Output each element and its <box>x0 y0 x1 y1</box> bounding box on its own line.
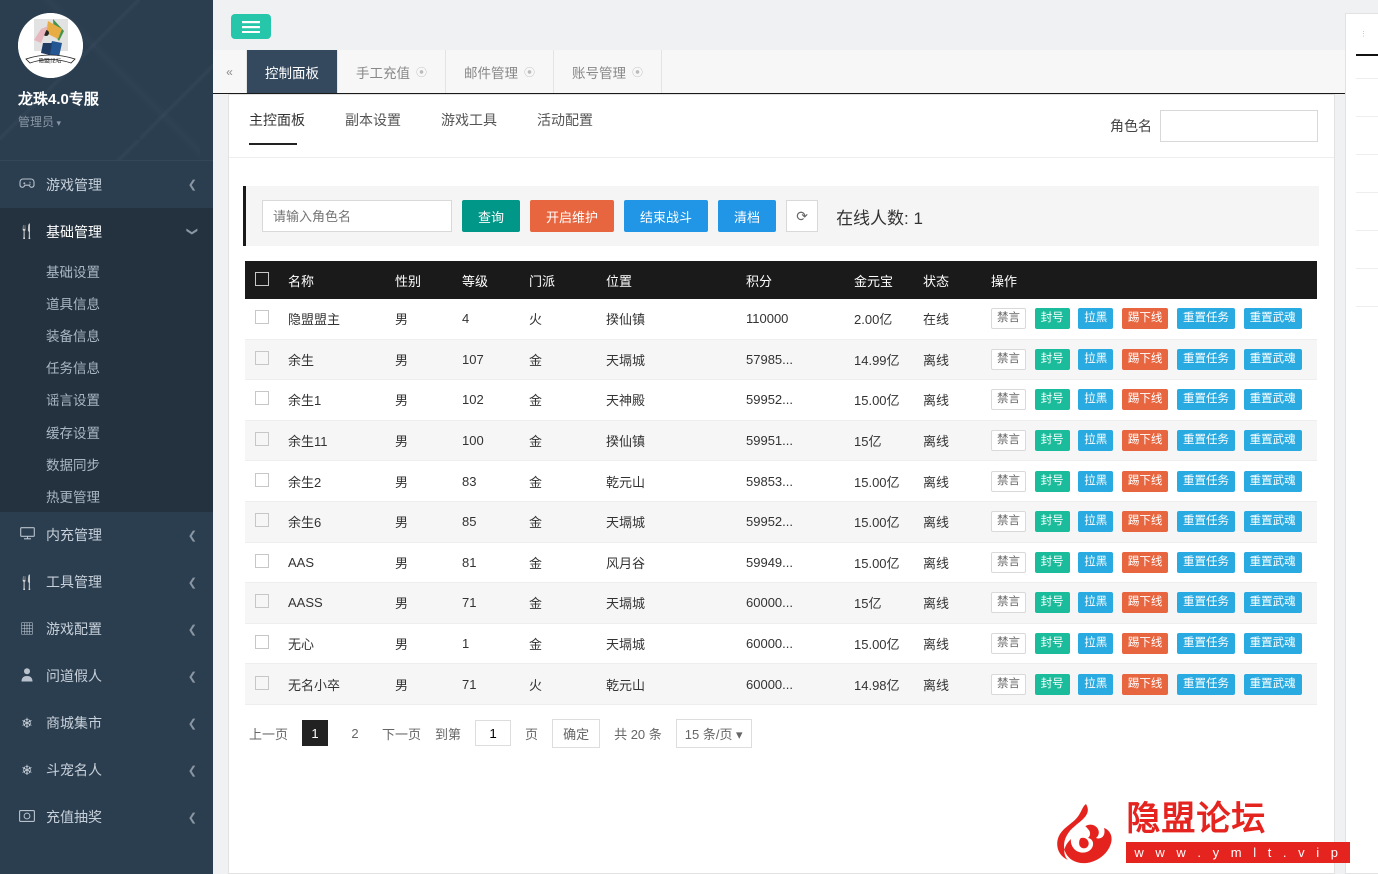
svg-text:隐盟|论坛: 隐盟|论坛 <box>39 57 62 65</box>
